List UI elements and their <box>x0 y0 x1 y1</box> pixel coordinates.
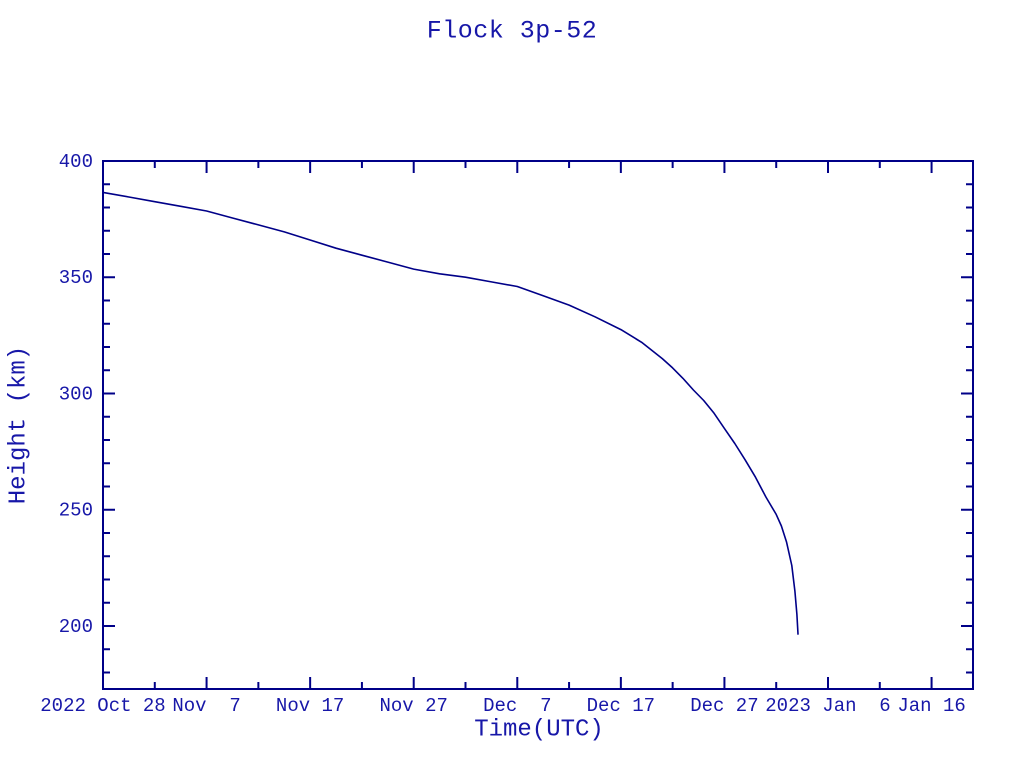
x-tick-label: 2022 Oct 28 <box>40 695 165 717</box>
x-tick-label: 2023 Jan 6 <box>765 695 890 717</box>
x-tick-label: Dec 7 <box>483 695 551 717</box>
height-decay-curve <box>102 191 799 635</box>
x-axis-title: Time(UTC) <box>474 716 604 744</box>
x-tick-label: Dec 17 <box>587 695 655 717</box>
x-tick-label: Nov 17 <box>276 695 344 717</box>
x-tick-label: Jan 16 <box>897 695 965 717</box>
y-tick-label: 350 <box>59 267 93 289</box>
chart-title: Flock 3p-52 <box>426 16 598 46</box>
y-tick-label: 250 <box>59 500 93 522</box>
x-tick-label: Nov 27 <box>380 695 448 717</box>
plot-border <box>102 160 974 690</box>
y-tick-label: 300 <box>59 383 93 405</box>
y-tick-label: 200 <box>59 616 93 638</box>
y-tick-label: 400 <box>59 151 93 173</box>
x-tick-label: Dec 27 <box>690 695 758 717</box>
x-tick-label: Nov 7 <box>172 695 240 717</box>
